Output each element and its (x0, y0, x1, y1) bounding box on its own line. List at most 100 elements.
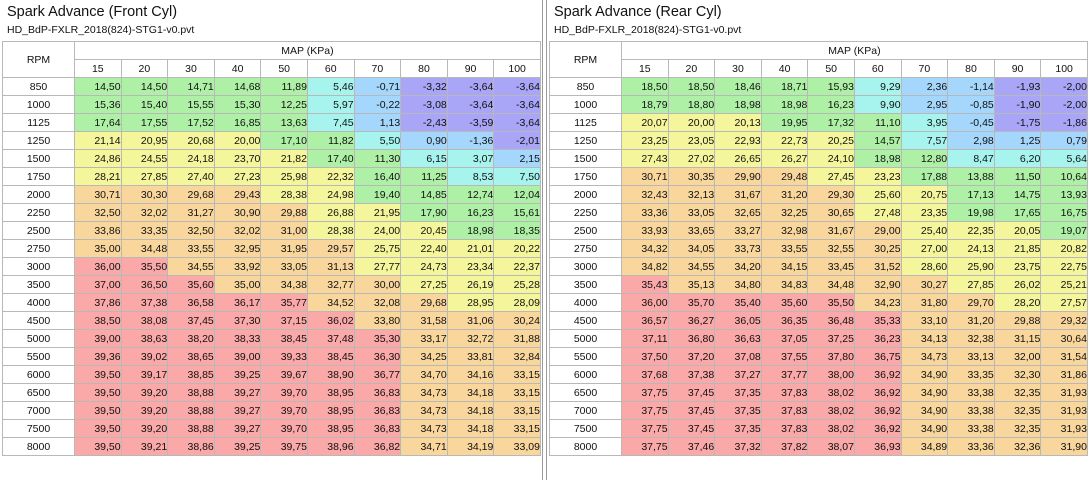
spark-advance-cell[interactable]: 37,48 (306, 329, 355, 348)
spark-advance-cell[interactable]: 37,75 (621, 383, 669, 402)
spark-advance-cell[interactable]: 36,17 (213, 293, 262, 312)
spark-advance-cell[interactable]: 36,57 (621, 311, 669, 330)
spark-advance-cell[interactable]: 36,63 (714, 329, 762, 348)
spark-advance-cell[interactable]: 11,25 (400, 167, 448, 186)
spark-advance-cell[interactable]: -3,64 (493, 113, 541, 132)
spark-advance-cell[interactable]: 32,25 (760, 203, 809, 222)
spark-advance-cell[interactable]: 37,46 (667, 437, 716, 456)
spark-advance-cell[interactable]: 15,36 (74, 95, 122, 114)
spark-advance-cell[interactable]: 24,00 (353, 221, 402, 240)
spark-advance-cell[interactable]: 33,81 (446, 347, 495, 366)
spark-advance-cell[interactable]: -2,01 (493, 131, 541, 150)
spark-advance-cell[interactable]: -3,64 (446, 77, 495, 96)
spark-advance-cell[interactable]: 6,15 (400, 149, 448, 168)
spark-advance-cell[interactable]: 29,68 (167, 185, 215, 204)
spark-advance-cell[interactable]: 23,34 (446, 257, 495, 276)
spark-advance-cell[interactable]: 31,93 (1040, 401, 1088, 420)
spark-advance-cell[interactable]: -0,85 (947, 95, 995, 114)
spark-advance-cell[interactable]: 36,83 (353, 383, 402, 402)
spark-advance-cell[interactable]: -2,00 (1040, 77, 1088, 96)
spark-advance-cell[interactable]: 19,98 (947, 203, 995, 222)
spark-advance-cell[interactable]: 30,71 (74, 185, 122, 204)
spark-advance-cell[interactable]: 5,46 (306, 77, 355, 96)
spark-advance-cell[interactable]: 16,23 (446, 203, 495, 222)
spark-advance-cell[interactable]: 33,13 (947, 347, 995, 366)
spark-advance-cell[interactable]: 37,75 (621, 419, 669, 438)
spark-advance-cell[interactable]: 34,82 (621, 257, 669, 276)
spark-advance-cell[interactable]: 18,46 (714, 77, 762, 96)
spark-advance-cell[interactable]: 37,75 (621, 437, 669, 456)
spark-advance-cell[interactable]: 39,70 (260, 401, 308, 420)
spark-advance-cell[interactable]: 34,55 (667, 257, 716, 276)
spark-advance-cell[interactable]: 35,43 (621, 275, 669, 294)
spark-advance-cell[interactable]: 2,15 (493, 149, 541, 168)
spark-advance-cell[interactable]: 18,98 (714, 95, 762, 114)
spark-advance-cell[interactable]: 37,08 (714, 347, 762, 366)
spark-advance-cell[interactable]: 38,86 (167, 437, 215, 456)
spark-advance-cell[interactable]: 32,36 (993, 437, 1042, 456)
spark-advance-cell[interactable]: -2,00 (1040, 95, 1088, 114)
spark-advance-cell[interactable]: 36,58 (167, 293, 215, 312)
spark-advance-cell[interactable]: 33,45 (807, 257, 855, 276)
spark-advance-cell[interactable]: 27,57 (1040, 293, 1088, 312)
spark-advance-cell[interactable]: 26,02 (993, 275, 1042, 294)
spark-advance-cell[interactable]: 7,57 (900, 131, 949, 150)
spark-advance-cell[interactable]: 27,40 (167, 167, 215, 186)
spark-advance-cell[interactable]: 36,82 (353, 437, 402, 456)
spark-advance-cell[interactable]: 38,45 (260, 329, 308, 348)
spark-advance-cell[interactable]: 11,10 (853, 113, 902, 132)
spark-advance-cell[interactable]: 37,45 (167, 311, 215, 330)
spark-advance-cell[interactable]: 21,85 (993, 239, 1042, 258)
spark-advance-cell[interactable]: 0,90 (400, 131, 448, 150)
spark-advance-cell[interactable]: 13,88 (947, 167, 995, 186)
spark-advance-cell[interactable]: 39,25 (213, 365, 262, 384)
spark-advance-cell[interactable]: 25,21 (1040, 275, 1088, 294)
spark-advance-cell[interactable]: 39,20 (120, 401, 169, 420)
spark-advance-cell[interactable]: 35,50 (120, 257, 169, 276)
spark-advance-cell[interactable]: 34,48 (120, 239, 169, 258)
spark-advance-cell[interactable]: 22,75 (1040, 257, 1088, 276)
spark-advance-cell[interactable]: 39,75 (260, 437, 308, 456)
spark-advance-cell[interactable]: 37,68 (621, 365, 669, 384)
spark-advance-cell[interactable]: 36,30 (353, 347, 402, 366)
spark-advance-cell[interactable]: 37,83 (760, 383, 809, 402)
spark-advance-cell[interactable]: 38,65 (167, 347, 215, 366)
spark-advance-cell[interactable]: 38,85 (167, 365, 215, 384)
spark-advance-cell[interactable]: 35,60 (167, 275, 215, 294)
spark-advance-cell[interactable]: 26,88 (306, 203, 355, 222)
spark-advance-cell[interactable]: 36,23 (853, 329, 902, 348)
spark-advance-cell[interactable]: 29,30 (807, 185, 855, 204)
spark-advance-cell[interactable]: 26,19 (446, 275, 495, 294)
spark-advance-cell[interactable]: 20,25 (807, 131, 855, 150)
spark-advance-cell[interactable]: 35,00 (213, 275, 262, 294)
spark-advance-cell[interactable]: 28,60 (900, 257, 949, 276)
spark-advance-cell[interactable]: 38,88 (167, 401, 215, 420)
spark-advance-cell[interactable]: 34,18 (446, 401, 495, 420)
spark-advance-cell[interactable]: 21,01 (446, 239, 495, 258)
spark-advance-cell[interactable]: 15,55 (167, 95, 215, 114)
spark-advance-cell[interactable]: 30,35 (667, 167, 716, 186)
spark-advance-cell[interactable]: 32,35 (993, 383, 1042, 402)
spark-advance-cell[interactable]: 24,13 (947, 239, 995, 258)
spark-advance-cell[interactable]: 5,97 (306, 95, 355, 114)
spark-advance-cell[interactable]: 27,00 (900, 239, 949, 258)
spark-advance-cell[interactable]: 38,95 (306, 383, 355, 402)
spark-advance-cell[interactable]: 32,35 (993, 419, 1042, 438)
spark-advance-cell[interactable]: 35,60 (760, 293, 809, 312)
spark-advance-cell[interactable]: 18,80 (667, 95, 716, 114)
spark-advance-cell[interactable]: 30,30 (120, 185, 169, 204)
spark-advance-cell[interactable]: 37,83 (760, 401, 809, 420)
spark-advance-cell[interactable]: 2,98 (947, 131, 995, 150)
spark-advance-cell[interactable]: 38,08 (120, 311, 169, 330)
spark-advance-cell[interactable]: 39,17 (120, 365, 169, 384)
spark-advance-cell[interactable]: 33,35 (947, 365, 995, 384)
spark-advance-cell[interactable]: 37,55 (760, 347, 809, 366)
spark-advance-cell[interactable]: 14,85 (400, 185, 448, 204)
spark-advance-cell[interactable]: 17,88 (900, 167, 949, 186)
spark-advance-cell[interactable]: 30,00 (353, 275, 402, 294)
spark-advance-cell[interactable]: 38,02 (807, 419, 855, 438)
spark-advance-cell[interactable]: 16,23 (807, 95, 855, 114)
spark-advance-cell[interactable]: 31,67 (714, 185, 762, 204)
spark-advance-cell[interactable]: 31,93 (1040, 419, 1088, 438)
spark-advance-cell[interactable]: 39,50 (74, 401, 122, 420)
